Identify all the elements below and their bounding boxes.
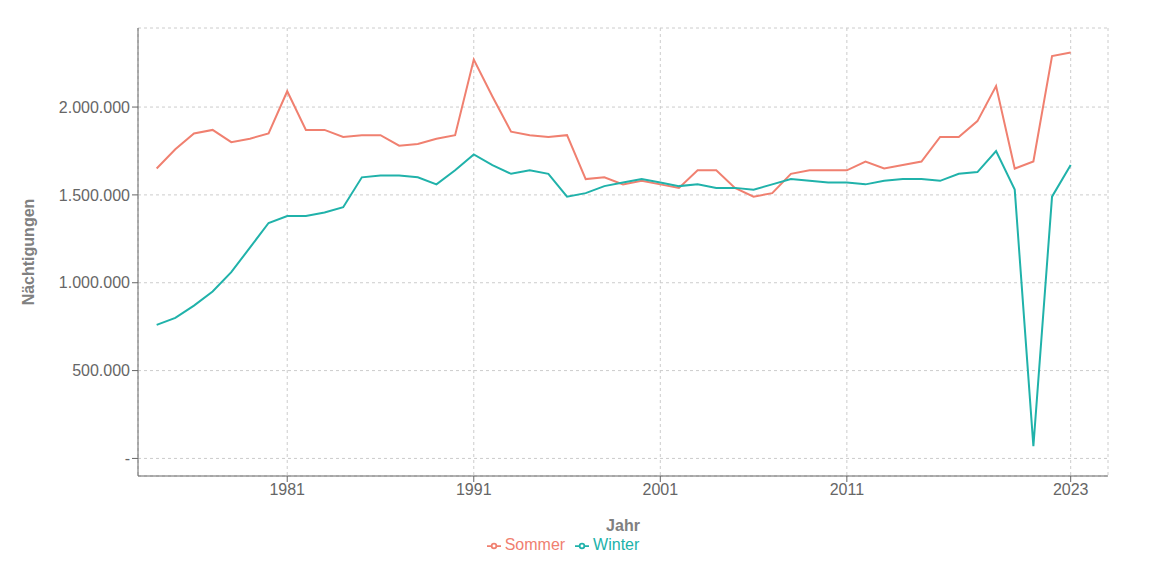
- svg-text:2001: 2001: [643, 481, 679, 498]
- svg-text:2.000.000: 2.000.000: [59, 99, 130, 116]
- svg-text:2011: 2011: [830, 481, 865, 498]
- html-text:Sommer: Sommer: [504, 536, 566, 553]
- svg-text:Jahr: Jahr: [606, 517, 640, 534]
- svg-text:1.000.000: 1.000.000: [59, 274, 130, 291]
- html-text:Winter: Winter: [593, 536, 640, 553]
- svg-text:2023: 2023: [1053, 481, 1089, 498]
- svg-text:1991: 1991: [456, 481, 492, 498]
- svg-text:500.000: 500.000: [72, 362, 130, 379]
- svg-text:1.500.000: 1.500.000: [59, 187, 130, 204]
- svg-text:-: -: [125, 450, 130, 467]
- svg-text:1981: 1981: [269, 481, 305, 498]
- svg-text:Nächtigungen: Nächtigungen: [20, 199, 37, 306]
